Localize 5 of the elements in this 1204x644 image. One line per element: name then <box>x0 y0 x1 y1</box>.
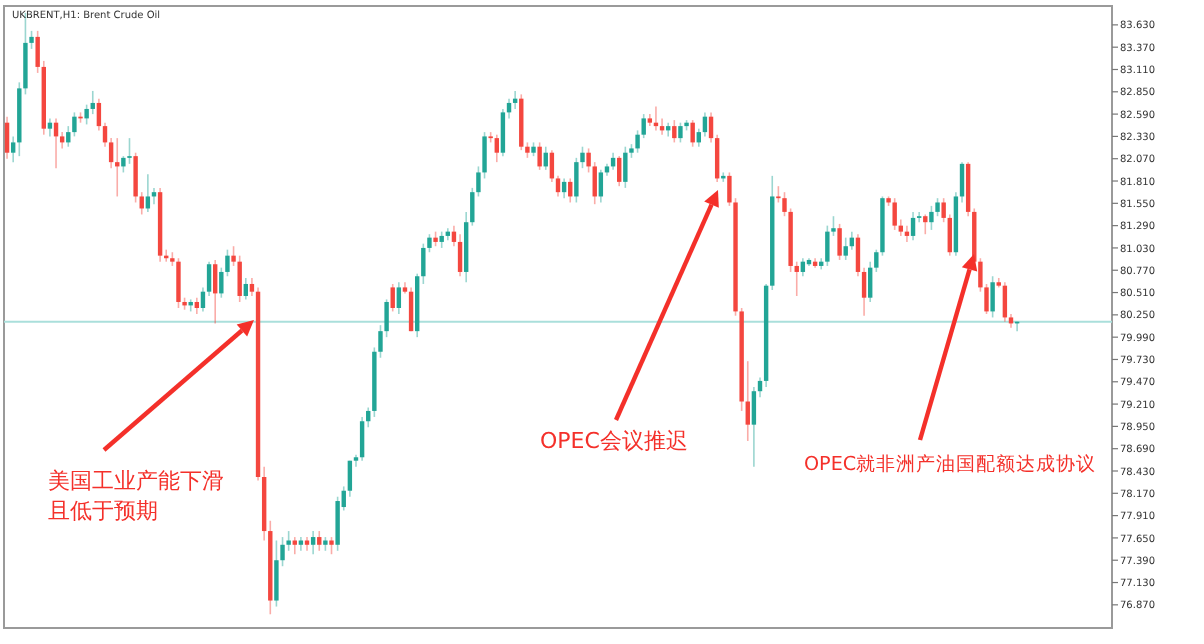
annotation: 且低于预期 <box>48 498 158 524</box>
annotation: OPEC就非洲产油国配额达成协议 <box>804 452 1097 476</box>
annotation: 美国工业产能下滑 <box>48 468 224 494</box>
annotation: OPEC会议推迟 <box>540 428 688 454</box>
candlestick <box>916 211 922 223</box>
